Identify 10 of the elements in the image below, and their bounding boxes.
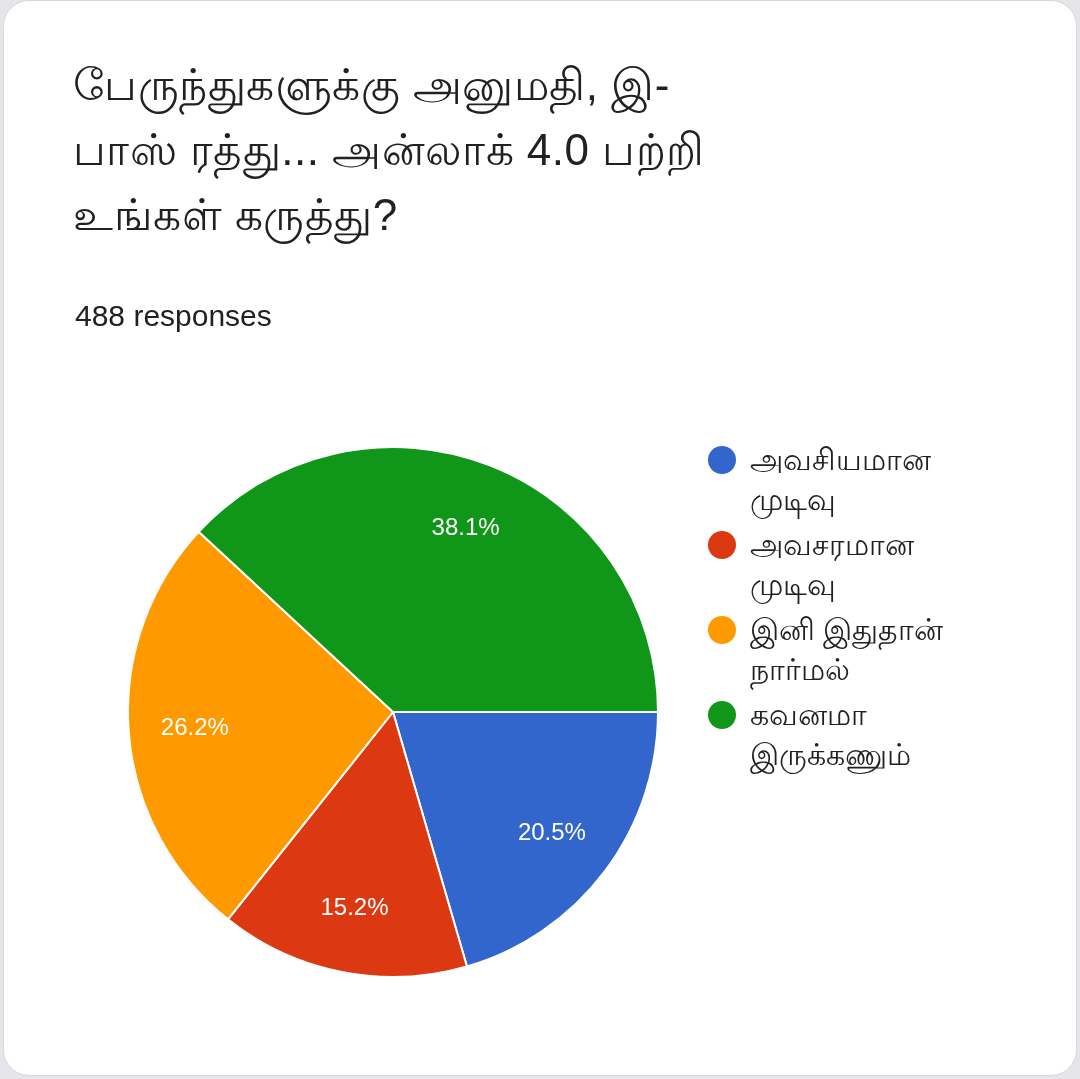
data-label: 38.1%: [431, 513, 500, 541]
chart-title: பேருந்துகளுக்கு அனுமதி, இ-பாஸ் ரத்து... அன்லாக் 4.0 பற்றி உங்கள் கருத்து?: [73, 59, 706, 246]
legend-label: அவசரமான முடிவு: [750, 527, 915, 605]
data-label: 15.2%: [320, 893, 389, 921]
chart-subtitle: 488 responses: [75, 298, 272, 334]
legend-label: அவசியமான முடிவு: [750, 442, 932, 520]
legend-label: கவனமா இருக்கணும்: [750, 697, 912, 775]
data-label: 20.5%: [517, 817, 586, 845]
data-label: 26.2%: [160, 713, 229, 741]
legend-label: இனி இதுதான் நார்மல்: [750, 612, 945, 690]
